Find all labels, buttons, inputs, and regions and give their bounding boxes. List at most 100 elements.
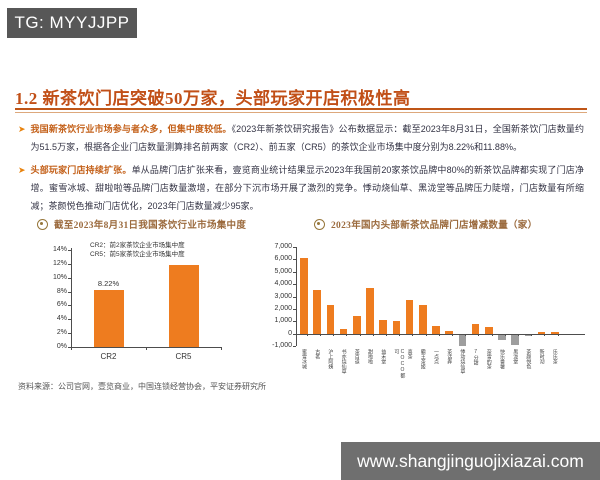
y-axis <box>296 247 297 346</box>
store-change-bar <box>445 331 453 334</box>
y-tick-label: 5,000 <box>274 267 292 275</box>
brand-label: 悸动烧仙草 <box>459 349 466 374</box>
store-change-bar <box>471 323 480 334</box>
x-tick-mark <box>531 333 533 336</box>
x-tick-mark <box>438 333 440 336</box>
y-tick-label: 1,000 <box>274 317 292 325</box>
x-tick-mark <box>518 333 520 336</box>
store-change-bar <box>485 327 493 334</box>
brand-label: 甜啦啦 <box>367 349 373 364</box>
brand-label: 茶颜悦色 <box>525 349 532 369</box>
store-change-bar <box>537 332 546 334</box>
bullseye-icon <box>314 218 325 230</box>
store-change-bar <box>419 305 427 334</box>
store-change-bar <box>300 258 308 334</box>
y-tick-mark <box>293 296 296 298</box>
chart-header: 截至2023年8月31日我国茶饮行业市场集中度 <box>37 217 246 231</box>
brand-label: COCO都可 <box>393 349 406 378</box>
x-axis <box>296 333 585 335</box>
page-title: 1.2 新茶饮门店突破50万家，头部玩家开店积极性高 <box>15 89 411 108</box>
brand-label: 黑泷堂 <box>512 349 519 364</box>
x-tick-mark <box>221 347 222 350</box>
x-tick-mark <box>504 333 506 336</box>
y-tick-label: 14% <box>52 246 67 253</box>
bullet-lead: 头部玩家门店持续扩张。 <box>30 165 132 175</box>
y-tick-label: 2,000 <box>274 304 292 312</box>
x-tick-mark <box>544 333 546 336</box>
bullet-list: ➤ 我国新茶饮行业市场参与者众多，但集中度较低。《2023年新茶饮研究报告》公布… <box>18 120 584 220</box>
y-tick-label: 0% <box>56 343 67 350</box>
website-watermark: www.shangjinguojixiazai.com <box>341 442 600 480</box>
y-tick-label: 6% <box>56 301 67 309</box>
brand-label: 茶话弄 <box>446 349 453 364</box>
chart-header: 2023年国内头部新茶饮品牌门店增减数量（家） <box>314 217 537 231</box>
y-tick-mark <box>293 284 296 286</box>
y-tick-mark <box>68 277 71 279</box>
y-tick-label: 12% <box>52 259 67 267</box>
telegram-watermark-text: TG: MYYJJPP <box>14 13 130 32</box>
chart-legend: CR2：前2家茶饮企业市场集中度 CR5：前5家茶饮企业市场集中度 <box>90 242 185 259</box>
brand-label: 益禾堂 <box>380 349 387 364</box>
y-tick-mark <box>68 263 71 265</box>
x-category-label: CR2 <box>100 352 117 361</box>
y-tick-mark <box>293 346 296 347</box>
x-tick-mark <box>557 333 559 336</box>
y-tick-mark <box>293 271 296 273</box>
store-change-bar <box>405 300 414 334</box>
store-change-bar <box>379 320 387 334</box>
brand-label: 一点点 <box>433 349 439 364</box>
y-tick-mark <box>293 321 296 323</box>
bullet-text: 我国新茶饮行业市场参与者众多，但集中度较低。《2023年新茶饮研究报告》公布数据… <box>31 120 584 156</box>
brand-label: 书亦烧仙草 <box>340 349 347 374</box>
brand-label: 7分甜 <box>472 349 479 365</box>
y-tick-label: 4,000 <box>274 280 292 288</box>
y-tick-label: -1,000 <box>272 342 292 349</box>
y-tick-label: 10% <box>52 273 67 281</box>
y-tick-label: 6,000 <box>274 255 292 263</box>
brand-label: 快乐番薯 <box>499 349 505 369</box>
legend-entry: CR2：前2家茶饮企业市场集中度 <box>90 242 185 249</box>
y-tick-mark <box>68 333 71 335</box>
bullet-arrow-icon: ➤ <box>18 124 26 134</box>
chart-title: 截至2023年8月31日我国茶饮行业市场集中度 <box>54 221 247 231</box>
brand-label: 沪上阿姨 <box>327 349 334 369</box>
bar-value-label: 8.22% <box>97 279 120 289</box>
y-axis <box>71 248 72 347</box>
y-tick-mark <box>293 308 296 310</box>
y-tick-mark <box>293 259 296 261</box>
bullet-item: ➤ 头部玩家门店持续扩张。单从品牌门店扩张来看，壹览商业统计结果显示2023年我… <box>18 161 584 215</box>
telegram-watermark: TG: MYYJJPP <box>7 8 137 38</box>
y-tick-mark <box>68 250 71 251</box>
y-tick-label: 0 <box>288 329 292 337</box>
bullet-text: 头部玩家门店持续扩张。单从品牌门店扩张来看，壹览商业统计结果显示2023年我国前… <box>31 161 584 215</box>
x-tick-mark <box>372 333 374 336</box>
brand-label: 茶百道 <box>353 349 360 364</box>
store-change-bar <box>366 287 374 334</box>
brand-label: 奈雪的茶 <box>485 349 492 369</box>
y-tick-mark <box>68 305 71 307</box>
title-divider-secondary <box>15 112 587 113</box>
store-change-bar <box>353 316 361 334</box>
concentration-bar <box>168 264 199 347</box>
store-change-bar <box>511 334 519 345</box>
store-change-bar <box>313 290 321 334</box>
store-change-bar <box>432 326 440 334</box>
bullet-item: ➤ 我国新茶饮行业市场参与者众多，但集中度较低。《2023年新茶饮研究报告》公布… <box>18 120 584 156</box>
x-tick-mark <box>386 333 388 336</box>
chart-panel-store-change: 2023年国内头部新茶饮品牌门店增减数量（家） 7,000 6,000 5,000 4… <box>250 212 585 378</box>
website-watermark-text: www.shangjinguojixiazai.com <box>357 450 584 471</box>
bullet-arrow-icon: ➤ <box>18 165 26 175</box>
brand-label: 古茗 <box>314 349 321 359</box>
store-change-bar <box>458 334 467 346</box>
chart-panel-concentration: 截至2023年8月31日我国茶饮行业市场集中度 0% 2% 4% 6% 8% 10% 12%… <box>15 212 250 378</box>
store-change-bar <box>498 334 506 340</box>
y-tick-label: 7,000 <box>274 243 292 250</box>
legend-entry: CR5：前5家茶饮企业市场集中度 <box>90 250 185 258</box>
chart-title: 2023年国内头部新茶饮品牌门店增减数量（家） <box>331 221 538 231</box>
store-change-bar <box>326 305 335 334</box>
brand-label: 蜜雪冰城 <box>301 349 307 369</box>
x-tick-mark <box>320 333 322 336</box>
x-tick-mark <box>452 333 454 336</box>
y-tick-mark <box>68 291 71 293</box>
